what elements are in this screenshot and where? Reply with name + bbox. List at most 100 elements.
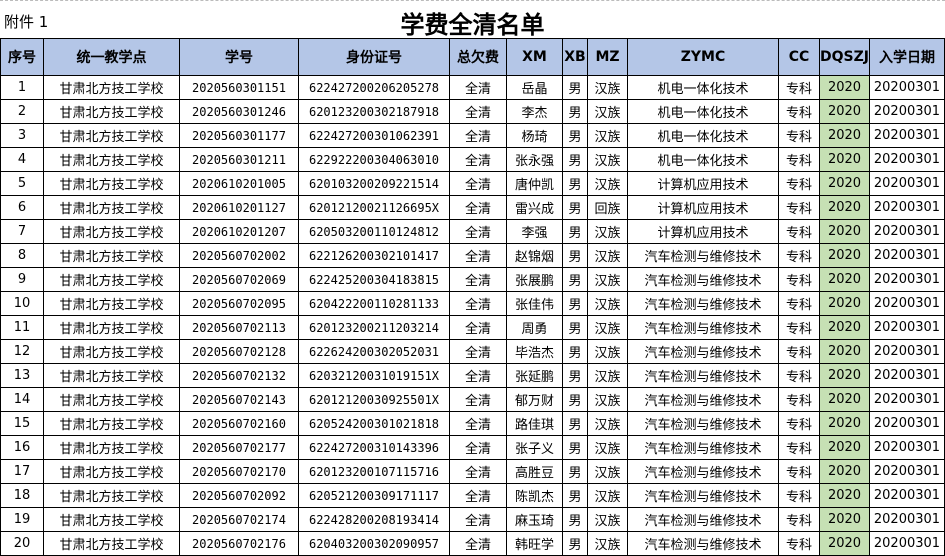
cell-student-id[interactable]: 2020560301151	[179, 75, 299, 100]
cell-fee-status[interactable]: 全清	[449, 507, 507, 532]
cell-ethnicity[interactable]: 汉族	[587, 75, 628, 100]
cell-name[interactable]: 张展鹏	[506, 267, 563, 292]
cell-major[interactable]: 机电一体化技术	[627, 99, 779, 124]
cell-student-id[interactable]: 2020560702128	[179, 339, 299, 364]
cell-ethnicity[interactable]: 汉族	[587, 459, 628, 484]
cell-gender[interactable]: 男	[562, 507, 588, 532]
cell-school[interactable]: 甘肃北方技工学校	[43, 171, 180, 196]
header-col-gender[interactable]: XB	[562, 38, 588, 76]
cell-ethnicity[interactable]: 汉族	[587, 363, 628, 388]
cell-fee-status[interactable]: 全清	[449, 291, 507, 316]
cell-major[interactable]: 汽车检测与维修技术	[627, 531, 779, 556]
cell-level[interactable]: 专科	[778, 387, 820, 412]
cell-gender[interactable]: 男	[562, 99, 588, 124]
header-col-school[interactable]: 统一教学点	[43, 38, 180, 76]
cell-school[interactable]: 甘肃北方技工学校	[43, 483, 180, 508]
cell-level[interactable]: 专科	[778, 99, 820, 124]
cell-name[interactable]: 毕浩杰	[506, 339, 563, 364]
cell-id-number[interactable]: 622624200302052031	[298, 339, 450, 364]
cell-id-number[interactable]: 622427200301062391	[298, 123, 450, 148]
cell-id-number[interactable]: 620123200107115716	[298, 459, 450, 484]
cell-name[interactable]: 张佳伟	[506, 291, 563, 316]
cell-student-id[interactable]: 2020560702092	[179, 483, 299, 508]
cell-student-id[interactable]: 2020610201207	[179, 219, 299, 244]
cell-fee-status[interactable]: 全清	[449, 147, 507, 172]
cell-major[interactable]: 汽车检测与维修技术	[627, 507, 779, 532]
cell-gender[interactable]: 男	[562, 243, 588, 268]
cell-level[interactable]: 专科	[778, 363, 820, 388]
cell-id-number[interactable]: 620403200302090957	[298, 531, 450, 556]
cell-major[interactable]: 计算机应用技术	[627, 219, 779, 244]
cell-enroll-date[interactable]: 20200301	[868, 219, 945, 244]
cell-grade[interactable]: 2020	[819, 267, 870, 292]
cell-major[interactable]: 汽车检测与维修技术	[627, 315, 779, 340]
cell-level[interactable]: 专科	[778, 411, 820, 436]
cell-school[interactable]: 甘肃北方技工学校	[43, 339, 180, 364]
cell-ethnicity[interactable]: 汉族	[587, 291, 628, 316]
header-col-grade[interactable]: DQSZJ	[819, 38, 870, 76]
cell-id-number[interactable]: 620123200302187918	[298, 99, 450, 124]
cell-level[interactable]: 专科	[778, 507, 820, 532]
cell-enroll-date[interactable]: 20200301	[868, 411, 945, 436]
cell-major[interactable]: 汽车检测与维修技术	[627, 243, 779, 268]
cell-school[interactable]: 甘肃北方技工学校	[43, 507, 180, 532]
cell-school[interactable]: 甘肃北方技工学校	[43, 291, 180, 316]
cell-name[interactable]: 唐仲凯	[506, 171, 563, 196]
cell-level[interactable]: 专科	[778, 267, 820, 292]
cell-level[interactable]: 专科	[778, 171, 820, 196]
cell-school[interactable]: 甘肃北方技工学校	[43, 219, 180, 244]
header-col-id-number[interactable]: 身份证号	[298, 38, 450, 76]
cell-school[interactable]: 甘肃北方技工学校	[43, 363, 180, 388]
cell-grade[interactable]: 2020	[819, 387, 870, 412]
cell-ethnicity[interactable]: 汉族	[587, 267, 628, 292]
cell-index[interactable]: 12	[0, 339, 44, 364]
cell-student-id[interactable]: 2020560702176	[179, 531, 299, 556]
cell-enroll-date[interactable]: 20200301	[868, 171, 945, 196]
cell-school[interactable]: 甘肃北方技工学校	[43, 387, 180, 412]
cell-fee-status[interactable]: 全清	[449, 267, 507, 292]
cell-student-id[interactable]: 2020560702002	[179, 243, 299, 268]
cell-index[interactable]: 14	[0, 387, 44, 412]
cell-fee-status[interactable]: 全清	[449, 219, 507, 244]
cell-index[interactable]: 7	[0, 219, 44, 244]
cell-level[interactable]: 专科	[778, 459, 820, 484]
cell-name[interactable]: 周勇	[506, 315, 563, 340]
cell-index[interactable]: 10	[0, 291, 44, 316]
cell-level[interactable]: 专科	[778, 75, 820, 100]
cell-enroll-date[interactable]: 20200301	[868, 483, 945, 508]
cell-fee-status[interactable]: 全清	[449, 123, 507, 148]
cell-enroll-date[interactable]: 20200301	[868, 315, 945, 340]
cell-id-number[interactable]: 62012120021126695X	[298, 195, 450, 220]
cell-ethnicity[interactable]: 汉族	[587, 243, 628, 268]
cell-name[interactable]: 赵锦烟	[506, 243, 563, 268]
cell-major[interactable]: 计算机应用技术	[627, 171, 779, 196]
cell-grade[interactable]: 2020	[819, 363, 870, 388]
header-col-fee-status[interactable]: 总欠费	[449, 38, 507, 76]
cell-level[interactable]: 专科	[778, 243, 820, 268]
cell-enroll-date[interactable]: 20200301	[868, 387, 945, 412]
cell-name[interactable]: 高胜豆	[506, 459, 563, 484]
cell-ethnicity[interactable]: 汉族	[587, 411, 628, 436]
cell-school[interactable]: 甘肃北方技工学校	[43, 99, 180, 124]
cell-index[interactable]: 18	[0, 483, 44, 508]
cell-school[interactable]: 甘肃北方技工学校	[43, 435, 180, 460]
cell-student-id[interactable]: 2020560702095	[179, 291, 299, 316]
cell-grade[interactable]: 2020	[819, 123, 870, 148]
cell-student-id[interactable]: 2020560301211	[179, 147, 299, 172]
cell-level[interactable]: 专科	[778, 315, 820, 340]
cell-index[interactable]: 20	[0, 531, 44, 556]
cell-name[interactable]: 岳晶	[506, 75, 563, 100]
cell-major[interactable]: 汽车检测与维修技术	[627, 267, 779, 292]
cell-major[interactable]: 机电一体化技术	[627, 147, 779, 172]
cell-school[interactable]: 甘肃北方技工学校	[43, 267, 180, 292]
cell-enroll-date[interactable]: 20200301	[868, 507, 945, 532]
cell-grade[interactable]: 2020	[819, 99, 870, 124]
cell-student-id[interactable]: 2020560702170	[179, 459, 299, 484]
cell-enroll-date[interactable]: 20200301	[868, 267, 945, 292]
cell-enroll-date[interactable]: 20200301	[868, 243, 945, 268]
cell-id-number[interactable]: 620503200110124812	[298, 219, 450, 244]
cell-fee-status[interactable]: 全清	[449, 315, 507, 340]
cell-student-id[interactable]: 2020560301177	[179, 123, 299, 148]
cell-index[interactable]: 11	[0, 315, 44, 340]
cell-fee-status[interactable]: 全清	[449, 531, 507, 556]
